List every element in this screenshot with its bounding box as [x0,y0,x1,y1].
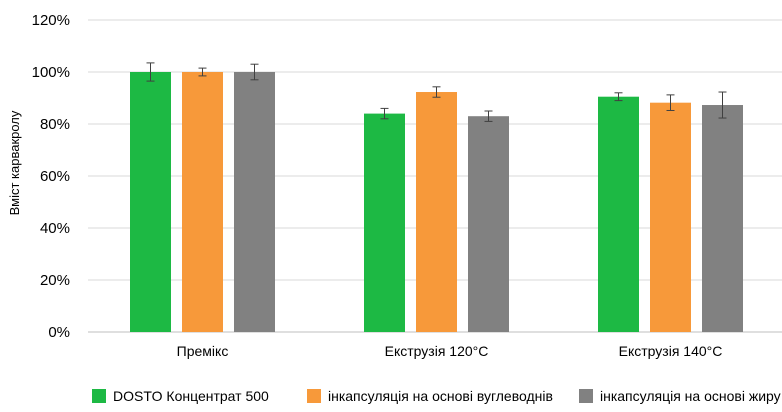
legend-label-dosto: DOSTO Концентрат 500 [113,388,269,404]
y-tick-label: 80% [40,116,70,133]
error-bar [484,110,493,122]
legend-label-fat: інкапсуляція на основі жиру [600,388,781,404]
error-bar [380,107,389,120]
legend-label-carbohydrate: інкапсуляція на основі вуглеводнів [328,388,553,404]
category-label: Екструзія 140°C [619,343,723,359]
error-bar [666,94,675,111]
error-bars [146,62,727,122]
legend-item-dosto: DOSTO Концентрат 500 [92,388,269,404]
category-label: Премікс [177,343,229,359]
y-tick-label: 60% [40,168,70,185]
y-tick-label: 40% [40,220,70,237]
bar-dosto [364,113,405,332]
error-bar [146,62,155,82]
y-axis-tick-labels: 0% 20% 40% 60% 80% 100% 120% [32,12,70,341]
bar-fat [234,72,275,332]
bar-carbohydrate [650,102,691,333]
bar-dosto [130,72,171,332]
error-bar [250,63,259,81]
y-tick-label: 20% [40,272,70,289]
bar-dosto [598,96,639,332]
bar-fat [702,105,743,333]
legend-item-carbohydrate: інкапсуляція на основі вуглеводнів [307,388,553,404]
legend-swatch-dosto [92,389,106,403]
legend-swatch-fat [579,389,593,403]
error-bar [718,91,727,119]
bar-carbohydrate [416,92,457,333]
bar-chart: 0%20%40%60%80%100%120% Вміст карвакролу … [7,12,782,359]
category-labels: Премікс Екструзія 120°C Екструзія 140°C [177,343,723,359]
error-bar [432,86,441,98]
y-tick-label: 0% [48,324,70,341]
error-bar [198,67,207,77]
category-label: Екструзія 120°C [385,343,489,359]
y-tick-label: 120% [32,12,70,29]
bar-fat [468,116,509,332]
bar-carbohydrate [182,72,223,332]
bars [130,72,743,333]
legend: DOSTO Концентрат 500 інкапсуляція на осн… [92,388,782,412]
y-axis-label: Вміст карвакролу [7,110,22,215]
legend-swatch-carbohydrate [307,389,321,403]
y-tick-label: 100% [32,64,70,81]
legend-item-fat: інкапсуляція на основі жиру [579,388,781,404]
error-bar [614,92,623,102]
